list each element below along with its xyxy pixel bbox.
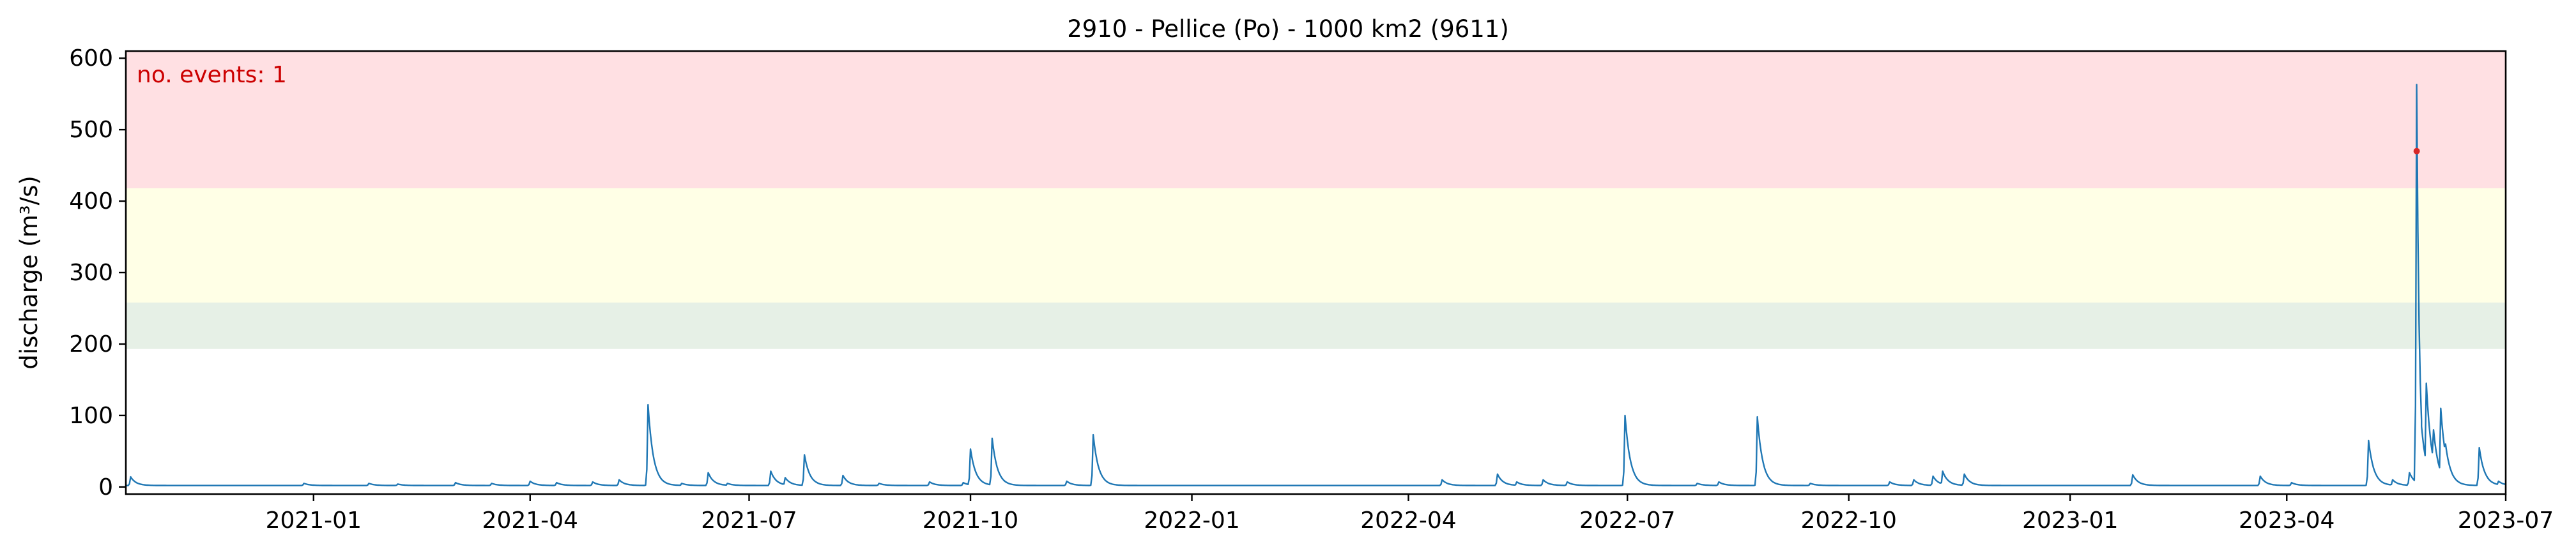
y-tick-label: 400 — [69, 188, 113, 214]
x-tick-label: 2022-04 — [1360, 507, 1456, 534]
x-tick-label: 2022-01 — [1144, 507, 1239, 534]
y-tick-label: 200 — [69, 331, 113, 357]
threshold-band-low — [126, 303, 2506, 349]
series-group — [126, 84, 2506, 486]
events-annotation: no. events: 1 — [137, 62, 287, 88]
threshold-band-high — [126, 51, 2506, 188]
x-tick-label: 2023-04 — [2239, 507, 2334, 534]
x-tick-label: 2022-07 — [1579, 507, 1675, 534]
x-axis: 2021-01 2021-04 2021-07 2021-10 2022-01 2022-… — [266, 494, 2554, 534]
y-tick-label: 100 — [69, 403, 113, 429]
threshold-bands — [126, 51, 2506, 349]
events-group — [2413, 147, 2420, 154]
x-tick-label: 2021-04 — [482, 507, 578, 534]
x-tick-label: 2021-01 — [266, 507, 362, 534]
x-tick-label: 2022-10 — [1801, 507, 1897, 534]
x-tick-label: 2023-07 — [2458, 507, 2554, 534]
y-axis: 0 100 200 300 400 500 600 — [69, 45, 126, 500]
y-tick-label: 0 — [98, 474, 113, 500]
x-tick-label: 2021-07 — [701, 507, 797, 534]
threshold-band-medium — [126, 188, 2506, 303]
event-point — [2413, 147, 2420, 154]
x-tick-label: 2023-01 — [2022, 507, 2118, 534]
chart-title: 2910 - Pellice (Po) - 1000 km2 (9611) — [1067, 15, 1509, 43]
y-axis-label: discharge (m³/s) — [15, 176, 43, 370]
x-tick-label: 2021-10 — [923, 507, 1018, 534]
y-tick-label: 500 — [69, 117, 113, 143]
discharge-line — [126, 84, 2506, 486]
y-tick-label: 300 — [69, 260, 113, 286]
y-tick-label: 600 — [69, 45, 113, 71]
